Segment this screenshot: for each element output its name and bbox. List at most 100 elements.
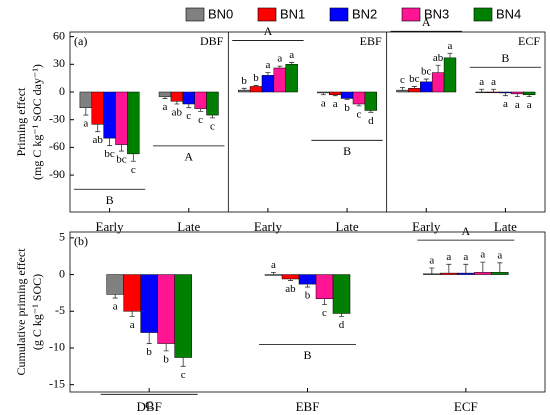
x-tick-label: DBF — [137, 399, 162, 414]
error-bar — [271, 271, 276, 275]
significance-letter: a — [83, 118, 88, 130]
significance-letter: b — [253, 72, 259, 84]
significance-letter: a — [271, 259, 276, 271]
bar — [364, 91, 378, 111]
y-tick-label: 60 — [53, 28, 65, 42]
x-tick-label: Late — [177, 219, 200, 234]
y-axis-label: Cumulative priming effect — [14, 248, 28, 376]
error-bar — [265, 72, 271, 76]
significance-letter: c — [322, 307, 327, 319]
y-tick-label: 30 — [53, 56, 65, 70]
legend-swatch — [185, 7, 205, 22]
error-bar — [130, 153, 136, 162]
y-tick-label: -30 — [49, 111, 65, 125]
error-bar — [289, 62, 295, 65]
panel-label: (a) — [74, 34, 87, 48]
legend-swatch — [257, 7, 277, 22]
legend-label: BN2 — [352, 6, 377, 21]
significance-letter: ab — [93, 134, 104, 146]
facet-label: EBF — [360, 34, 382, 48]
error-bar — [411, 86, 417, 89]
bar — [420, 81, 433, 93]
legend-label: BN4 — [496, 6, 521, 21]
bar — [273, 67, 286, 93]
bar — [499, 91, 512, 94]
bar — [249, 86, 263, 93]
error-bar — [253, 85, 259, 87]
error-bar — [429, 267, 435, 274]
group-letter: B — [343, 144, 351, 158]
significance-letter: a — [515, 99, 520, 111]
error-bar — [95, 124, 101, 133]
bar — [158, 91, 172, 97]
bar — [106, 274, 124, 295]
bar — [91, 91, 104, 125]
significance-letter: b — [305, 290, 311, 302]
significance-letter: c — [186, 110, 191, 122]
significance-letter: a — [448, 40, 453, 52]
y-tick-label: -5 — [55, 303, 65, 317]
bar — [317, 91, 330, 94]
x-tick-label: Late — [336, 219, 359, 234]
plot-frame — [69, 31, 546, 213]
bar — [194, 91, 207, 109]
significance-letter: a — [491, 76, 496, 88]
significance-letter: d — [368, 115, 374, 127]
significance-letter: a — [497, 249, 502, 261]
group-letter: B — [501, 51, 509, 65]
bar — [237, 89, 251, 93]
bar — [511, 91, 524, 95]
error-bar — [502, 92, 508, 97]
error-bar — [447, 52, 453, 58]
significance-letter: a — [113, 301, 118, 313]
bar — [174, 274, 192, 358]
bar — [491, 272, 509, 275]
significance-letter: a — [429, 254, 434, 266]
error-bar — [174, 101, 180, 105]
error-bar — [400, 86, 405, 91]
y-tick-label: 0 — [59, 84, 65, 98]
y-tick-label: 0 — [59, 266, 65, 280]
significance-letter: a — [503, 98, 508, 110]
significance-letter: c — [210, 120, 215, 132]
y-tick-label: -60 — [49, 139, 65, 153]
error-bar — [322, 298, 327, 306]
y-tick-label: -10 — [49, 340, 65, 354]
error-bar — [344, 98, 350, 100]
bar — [352, 91, 366, 105]
error-bar — [320, 92, 326, 96]
bar — [332, 274, 351, 314]
error-bar — [423, 78, 429, 82]
bar — [457, 272, 475, 275]
y-tick-label: -15 — [49, 376, 65, 390]
bar — [103, 91, 116, 139]
significance-letter: a — [277, 53, 282, 65]
significance-letter: b — [344, 102, 350, 114]
significance-letter: bc — [104, 148, 115, 160]
legend-label: BN1 — [280, 6, 305, 21]
group-letter: C — [145, 398, 153, 412]
significance-letter: d — [339, 319, 345, 331]
error-bar — [186, 104, 192, 109]
group-letter: B — [106, 193, 114, 207]
error-bar — [210, 115, 215, 119]
y-axis-label: (g C kg⁻¹ SOC) — [30, 274, 44, 350]
bar — [206, 91, 219, 116]
error-bar — [288, 278, 293, 281]
bar — [443, 57, 457, 93]
bar — [127, 91, 140, 155]
error-bar — [435, 64, 441, 73]
y-tick-label: 5 — [59, 230, 65, 244]
group-letter: A — [264, 24, 273, 38]
error-bar — [480, 261, 486, 273]
bar — [522, 91, 536, 96]
y-axis-label: (mg C kg⁻¹ SOC day⁻¹) — [30, 64, 44, 180]
significance-letter: a — [289, 49, 294, 61]
y-axis-label: Priming effect — [14, 87, 28, 156]
significance-letter: a — [265, 59, 270, 71]
significance-letter: ab — [433, 52, 444, 64]
bar — [396, 89, 409, 93]
bar — [182, 91, 195, 105]
significance-letter: a — [480, 249, 485, 261]
significance-letter: bc — [409, 73, 420, 85]
